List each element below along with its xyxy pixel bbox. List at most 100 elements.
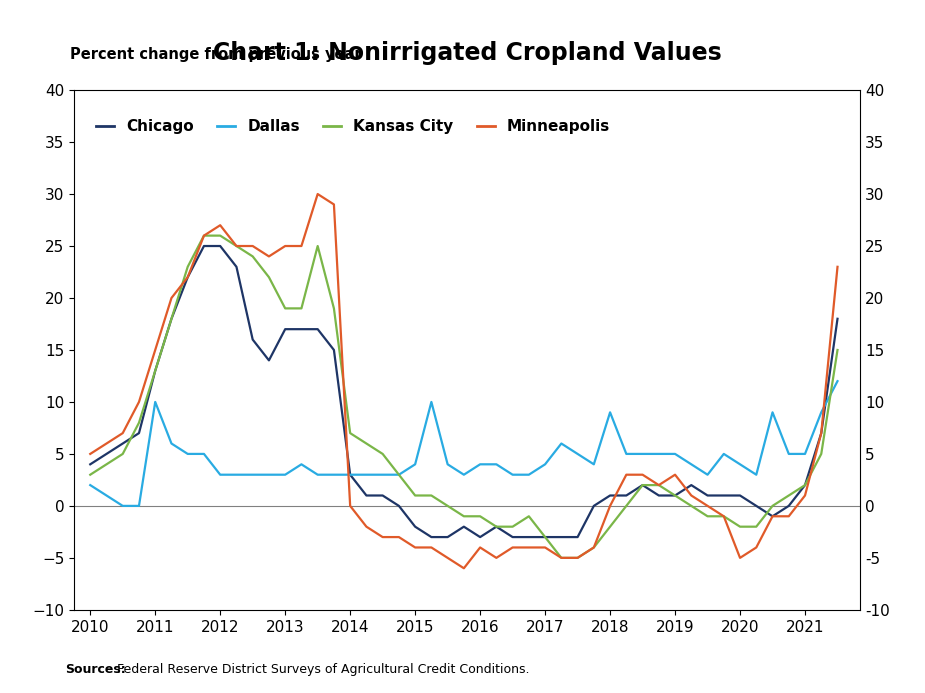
Dallas xyxy=(670,450,681,458)
Dallas xyxy=(588,460,599,468)
Dallas xyxy=(101,491,112,500)
Chicago xyxy=(816,429,827,437)
Dallas xyxy=(458,471,469,479)
Chicago xyxy=(799,481,810,489)
Minneapolis xyxy=(312,190,323,198)
Chicago xyxy=(734,491,746,500)
Dallas xyxy=(605,408,616,416)
Minneapolis xyxy=(475,543,486,552)
Kansas City xyxy=(361,439,372,448)
Kansas City xyxy=(198,231,209,240)
Kansas City xyxy=(182,263,193,271)
Chicago xyxy=(101,450,112,458)
Dallas xyxy=(279,471,290,479)
Line: Dallas: Dallas xyxy=(91,381,837,506)
Minneapolis xyxy=(556,554,567,562)
Minneapolis xyxy=(296,242,307,250)
Chicago xyxy=(279,325,290,333)
Dallas xyxy=(410,460,421,468)
Dallas xyxy=(215,471,226,479)
Minneapolis xyxy=(117,429,129,437)
Kansas City xyxy=(539,533,550,541)
Minneapolis xyxy=(524,543,535,552)
Minneapolis xyxy=(605,502,616,510)
Kansas City xyxy=(231,242,242,250)
Kansas City xyxy=(605,523,616,531)
Kansas City xyxy=(816,450,827,458)
Chicago xyxy=(312,325,323,333)
Kansas City xyxy=(799,481,810,489)
Dallas xyxy=(117,502,129,510)
Minneapolis xyxy=(133,398,144,406)
Minneapolis xyxy=(247,242,258,250)
Kansas City xyxy=(247,252,258,261)
Minneapolis xyxy=(166,294,177,302)
Kansas City xyxy=(685,502,697,510)
Chicago xyxy=(328,346,339,354)
Chicago xyxy=(345,471,356,479)
Minneapolis xyxy=(101,439,112,448)
Minneapolis xyxy=(442,554,453,562)
Chicago xyxy=(507,533,518,541)
Minneapolis xyxy=(539,543,550,552)
Chicago xyxy=(361,491,372,500)
Dallas xyxy=(556,439,567,448)
Dallas xyxy=(491,460,502,468)
Chicago xyxy=(264,356,275,365)
Text: Federal Reserve District Surveys of Agricultural Credit Conditions.: Federal Reserve District Surveys of Agri… xyxy=(113,663,529,676)
Minneapolis xyxy=(832,263,843,271)
Chicago xyxy=(377,491,388,500)
Kansas City xyxy=(458,512,469,520)
Chicago xyxy=(442,533,453,541)
Kansas City xyxy=(328,304,339,313)
Minneapolis xyxy=(572,554,583,562)
Chicago xyxy=(556,533,567,541)
Minneapolis xyxy=(215,221,226,229)
Chicago xyxy=(150,367,161,375)
Chicago xyxy=(751,502,762,510)
Chicago xyxy=(426,533,437,541)
Minneapolis xyxy=(150,346,161,354)
Dallas xyxy=(198,450,209,458)
Dallas xyxy=(150,398,161,406)
Kansas City xyxy=(783,491,795,500)
Line: Minneapolis: Minneapolis xyxy=(91,194,837,568)
Kansas City xyxy=(215,231,226,240)
Kansas City xyxy=(166,315,177,323)
Minneapolis xyxy=(799,491,810,500)
Dallas xyxy=(799,450,810,458)
Chicago xyxy=(85,460,96,468)
Dallas xyxy=(133,502,144,510)
Legend: Chicago, Dallas, Kansas City, Minneapolis: Chicago, Dallas, Kansas City, Minneapoli… xyxy=(90,114,616,141)
Chicago xyxy=(117,439,129,448)
Minneapolis xyxy=(653,481,664,489)
Dallas xyxy=(621,450,632,458)
Chicago xyxy=(133,429,144,437)
Minneapolis xyxy=(621,471,632,479)
Kansas City xyxy=(734,523,746,531)
Dallas xyxy=(832,377,843,385)
Minneapolis xyxy=(702,502,713,510)
Minneapolis xyxy=(767,512,778,520)
Chicago xyxy=(247,335,258,344)
Kansas City xyxy=(426,491,437,500)
Kansas City xyxy=(767,502,778,510)
Dallas xyxy=(734,460,746,468)
Dallas xyxy=(231,471,242,479)
Minneapolis xyxy=(816,429,827,437)
Chicago xyxy=(621,491,632,500)
Dallas xyxy=(751,471,762,479)
Chicago xyxy=(215,242,226,250)
Minneapolis xyxy=(393,533,404,541)
Minneapolis xyxy=(734,554,746,562)
Minneapolis xyxy=(377,533,388,541)
Minneapolis xyxy=(685,491,697,500)
Minneapolis xyxy=(491,554,502,562)
Dallas xyxy=(816,408,827,416)
Chicago xyxy=(296,325,307,333)
Kansas City xyxy=(653,481,664,489)
Dallas xyxy=(637,450,648,458)
Chicago xyxy=(572,533,583,541)
Chicago xyxy=(718,491,729,500)
Dallas xyxy=(653,450,664,458)
